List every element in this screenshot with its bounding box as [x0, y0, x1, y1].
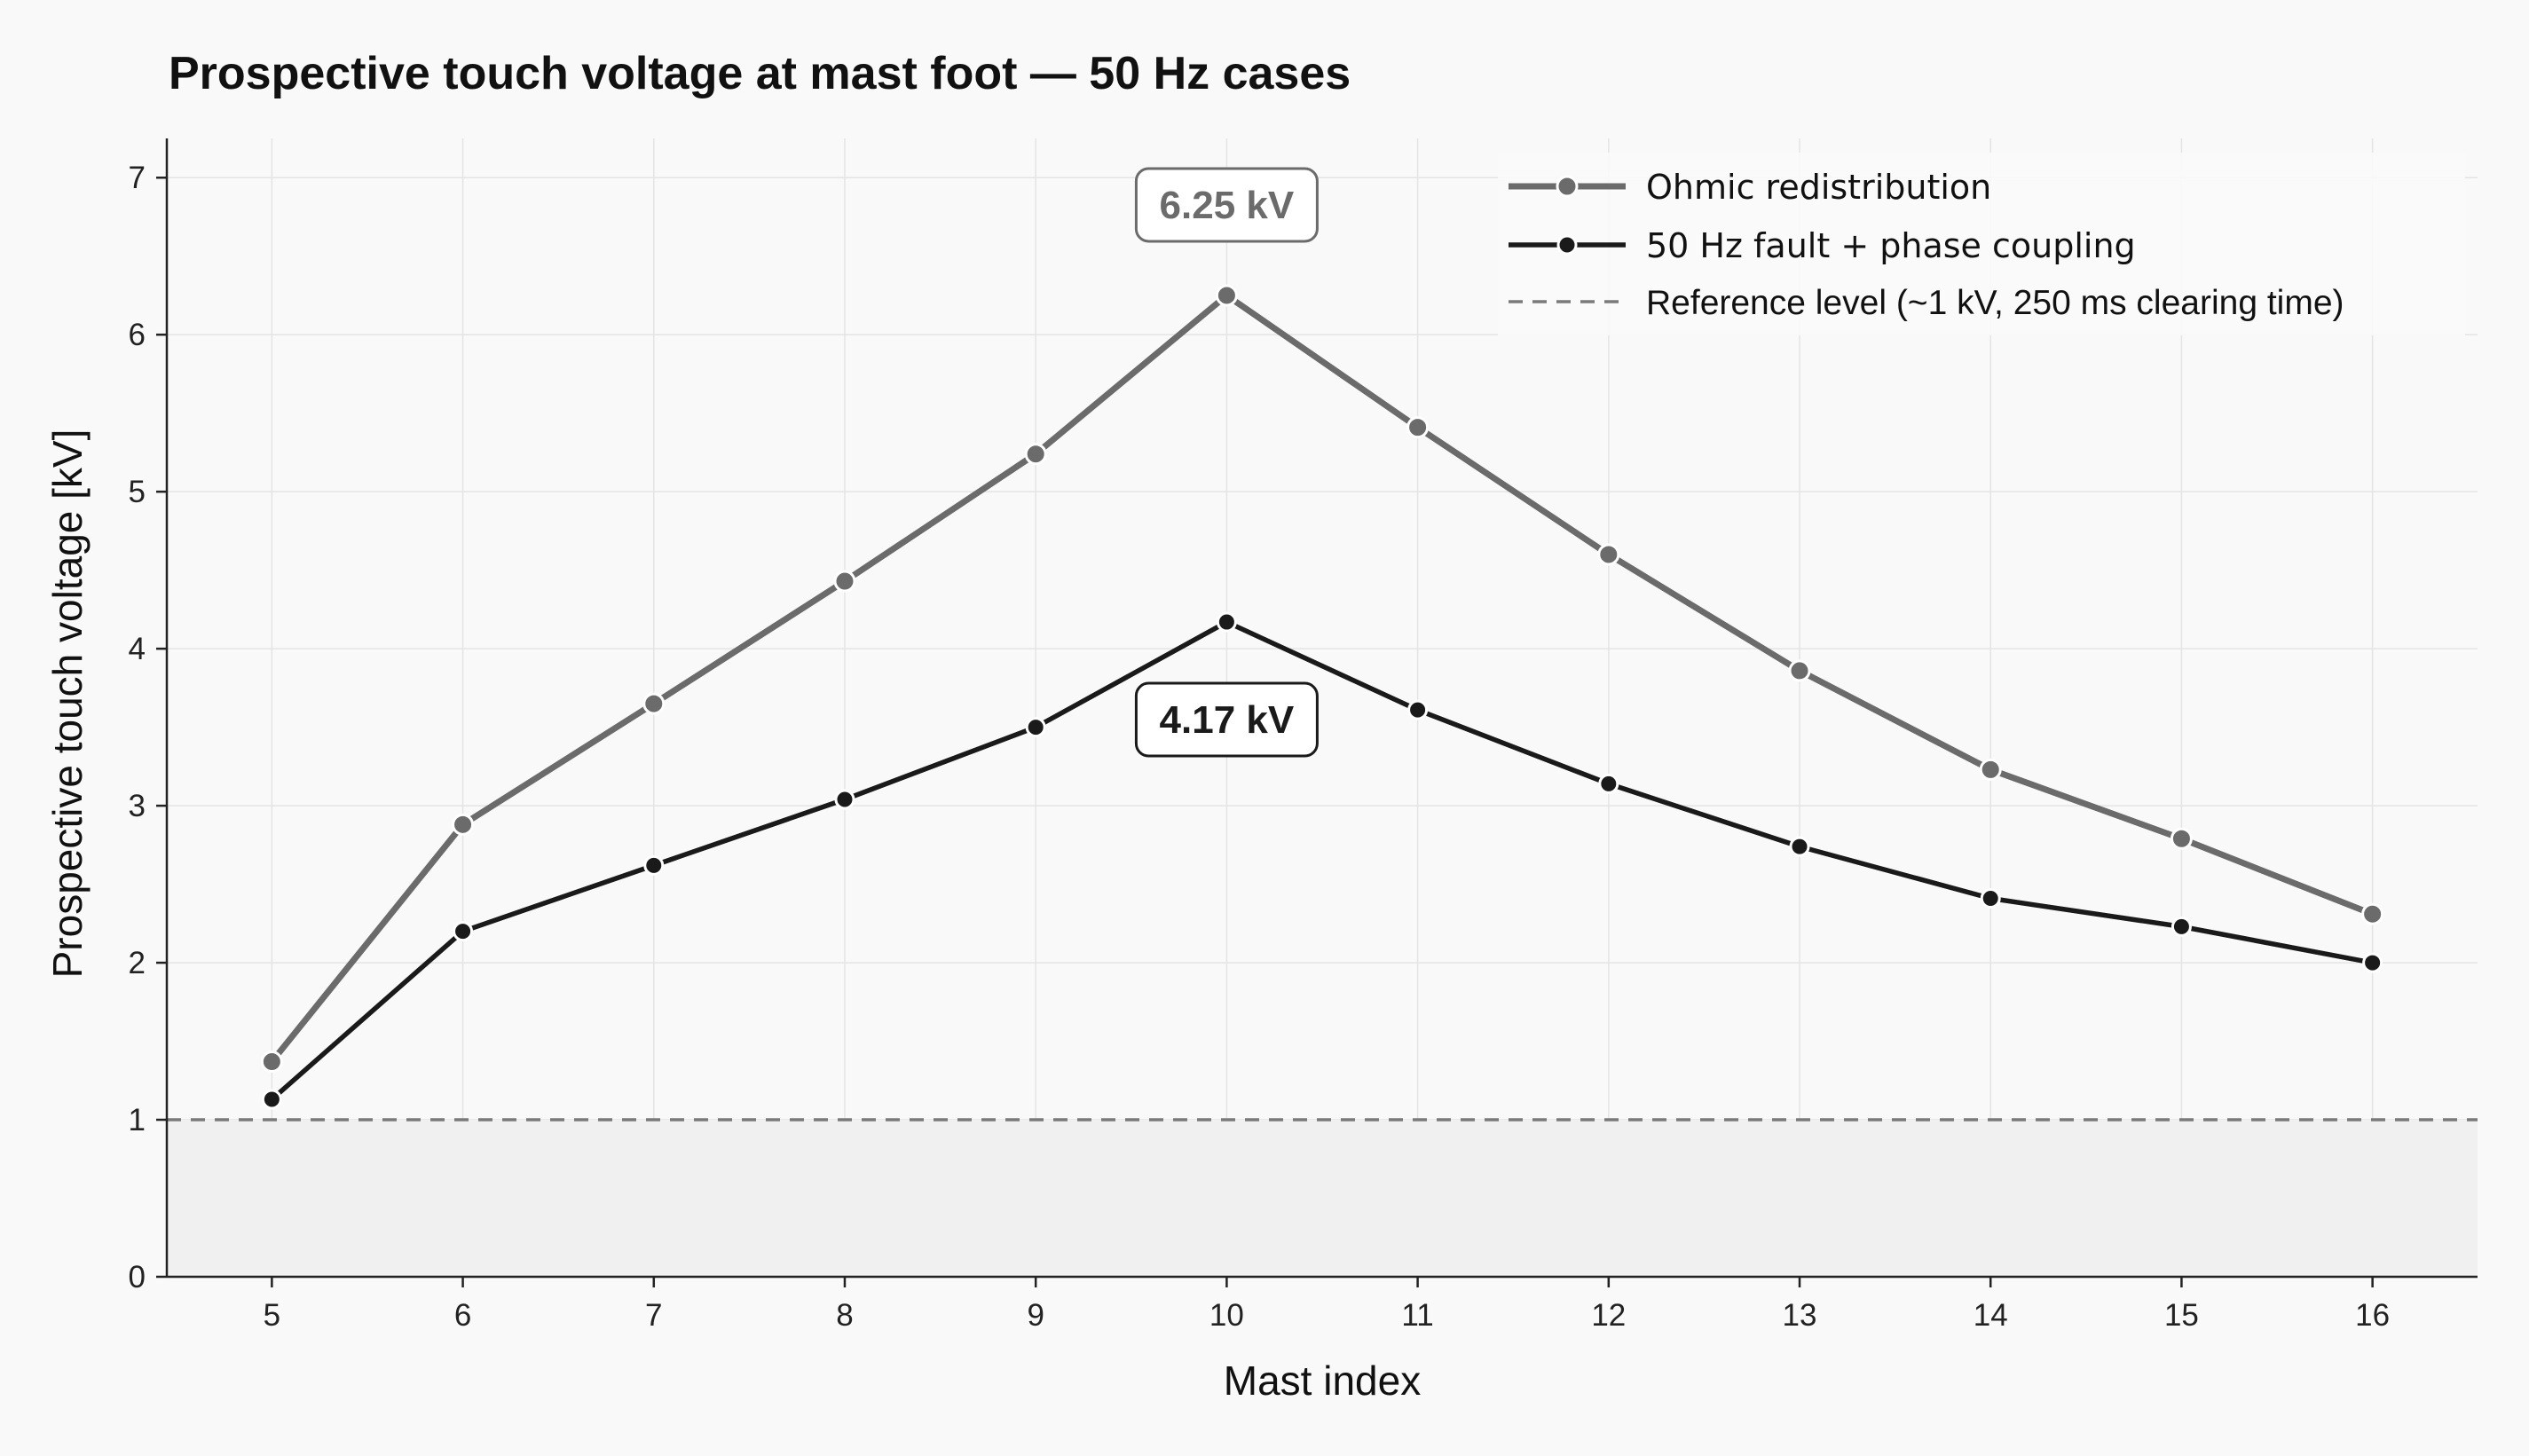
y-tick-label: 6 [129, 318, 146, 352]
data-point [260, 1051, 283, 1074]
x-tick-label: 16 [2355, 1298, 2390, 1333]
y-axis-label: Prospective touch voltage [kV] [44, 429, 91, 979]
data-point [1788, 659, 1811, 682]
x-tick-label: 11 [1401, 1298, 1433, 1333]
data-point [452, 813, 475, 836]
data-point [1216, 611, 1237, 633]
data-point [1980, 888, 2001, 909]
data-point [834, 789, 855, 810]
y-tick-label: 4 [129, 632, 146, 666]
data-point [1598, 773, 1619, 794]
data-point [2362, 952, 2383, 973]
data-point [1406, 416, 1430, 439]
legend-marker-2 [1556, 234, 1578, 256]
peak-annotation-box [1134, 681, 1319, 758]
data-point [2171, 916, 2192, 937]
data-point [1597, 543, 1620, 566]
data-point [1215, 284, 1238, 307]
x-tick-label: 15 [2164, 1298, 2199, 1333]
series-line-2 [270, 619, 2374, 1102]
data-point [1025, 717, 1046, 738]
data-point [261, 1089, 282, 1110]
data-point [1789, 836, 1810, 857]
x-tick-label: 6 [454, 1298, 471, 1333]
y-tick-label: 5 [129, 475, 146, 509]
data-point [453, 921, 474, 942]
data-point [2170, 827, 2193, 850]
y-tick-label: 0 [129, 1260, 146, 1295]
peak-annotation-label: 4.17 kV [1160, 698, 1295, 742]
x-tick-label: 10 [1209, 1298, 1244, 1333]
x-tick-label: 7 [645, 1298, 662, 1333]
legend-label-1: Ohmic redistribution [1646, 168, 1991, 207]
x-tick-label: 5 [264, 1298, 280, 1333]
y-tick-label: 2 [129, 946, 146, 980]
y-tick-label: 1 [129, 1103, 146, 1137]
x-axis-label: Mast index [1224, 1358, 1421, 1404]
data-point [1979, 758, 2002, 781]
data-point [1407, 699, 1429, 720]
data-point [643, 854, 665, 876]
reference-band [167, 1120, 2478, 1277]
x-tick-label: 9 [1027, 1298, 1044, 1333]
peak-annotation-box [1134, 167, 1319, 243]
data-point [2361, 902, 2384, 925]
legend-label-reference: Reference level (~1 kV, 250 ms clearing … [1646, 284, 2344, 322]
series-line-1 [269, 292, 2374, 1064]
chart-title: Prospective touch voltage at mast foot —… [169, 48, 1351, 99]
y-tick-label: 3 [129, 789, 146, 823]
peak-annotation-label: 6.25 kV [1160, 184, 1295, 227]
legend-label-2: 50 Hz fault + phase coupling [1646, 226, 2136, 265]
data-point [642, 692, 666, 715]
legend-box [1498, 153, 2465, 335]
data-point [833, 570, 856, 593]
data-point [1024, 443, 1047, 466]
y-tick-label: 7 [129, 161, 146, 195]
x-tick-label: 14 [1974, 1298, 2008, 1333]
legend-marker-1 [1556, 175, 1579, 198]
x-tick-label: 8 [836, 1298, 853, 1333]
x-tick-label: 13 [1783, 1298, 1817, 1333]
x-tick-label: 12 [1591, 1298, 1626, 1333]
